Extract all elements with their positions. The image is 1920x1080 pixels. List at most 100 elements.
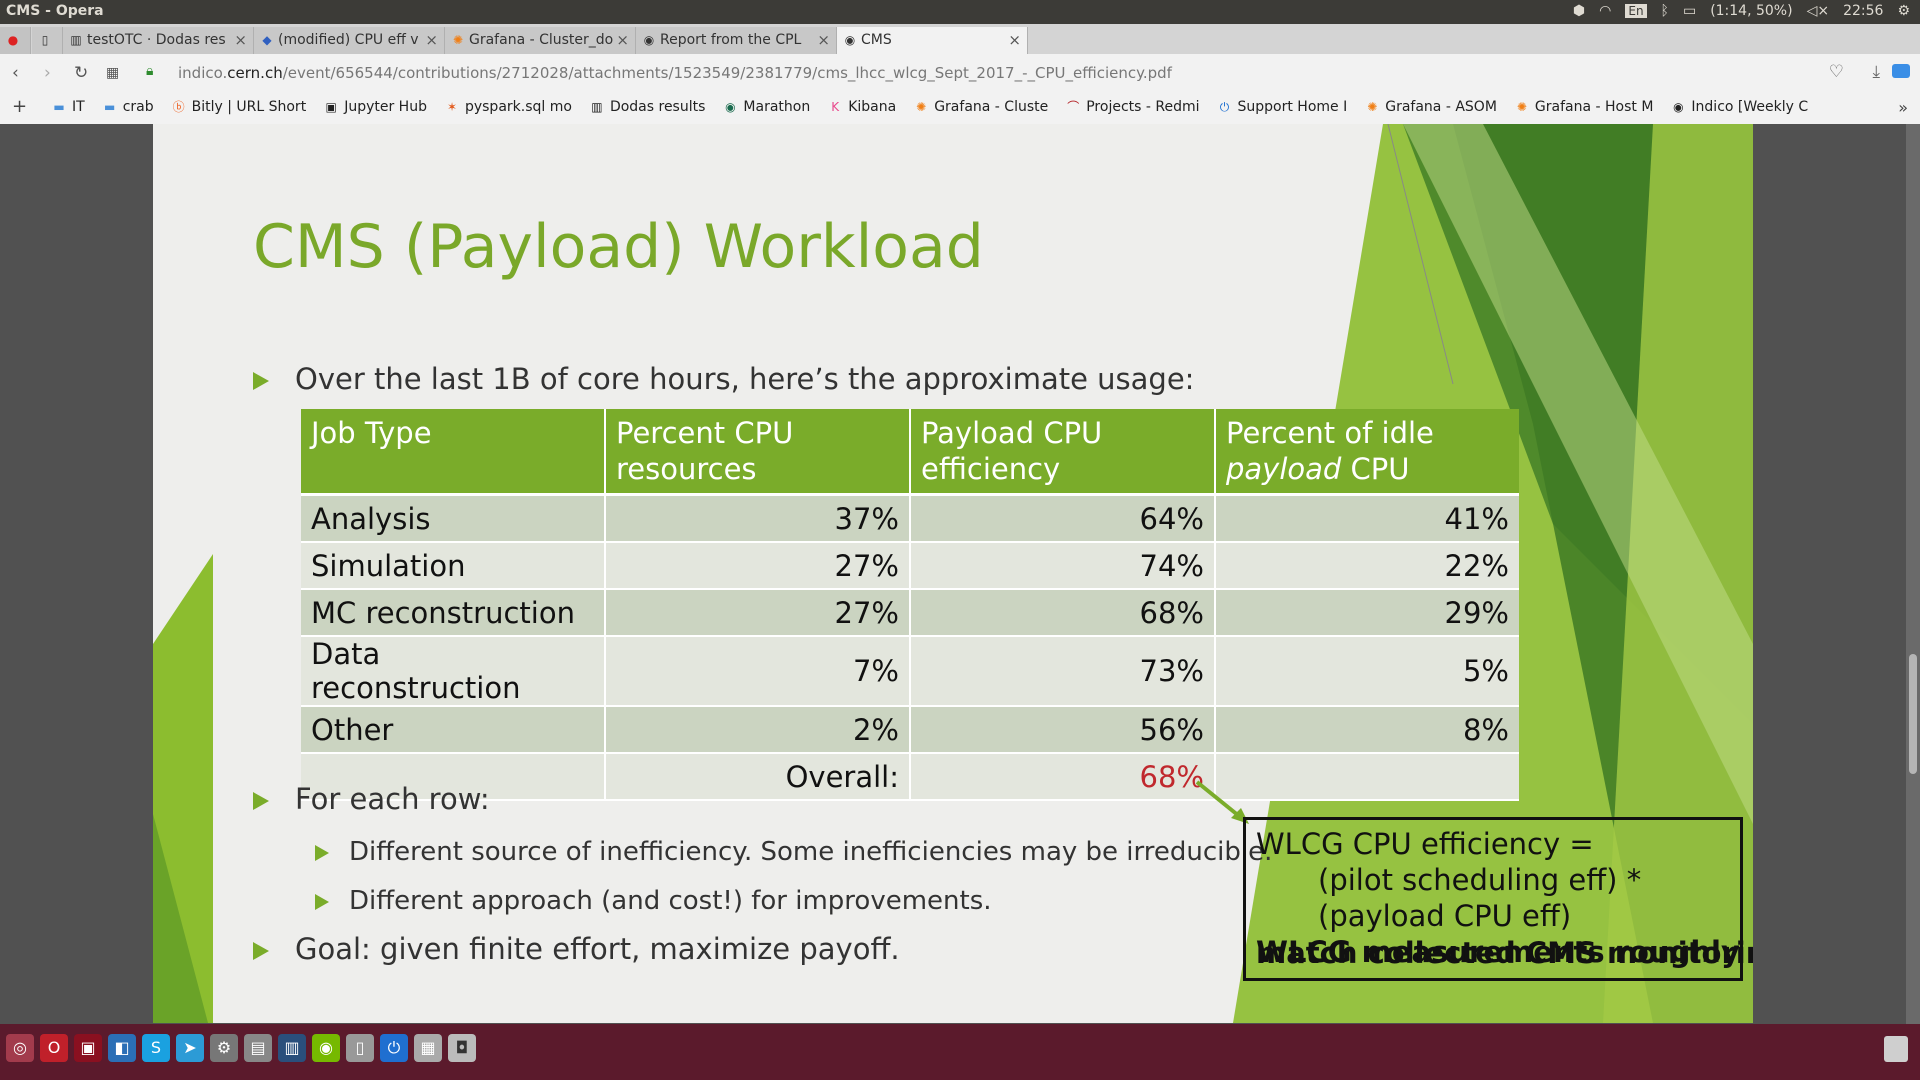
tab-cpu-eff[interactable]: ◆ (modified) CPU eff v × — [254, 27, 445, 54]
bookmark-bitly[interactable]: ⓑ Bitly | URL Short — [172, 99, 307, 115]
bookmark-grafana-host[interactable]: ✺ Grafana - Host M — [1515, 99, 1654, 115]
bookmark-label: Jupyter Hub — [344, 99, 427, 115]
back-icon[interactable]: ‹ — [12, 63, 19, 83]
bookmark-heart-icon[interactable]: ♡ — [1828, 62, 1844, 82]
tab-label: CMS — [861, 32, 892, 48]
url-field[interactable]: 🔒︎ indico.cern.ch/event/656544/contribut… — [140, 60, 1780, 86]
callout-line: (pilot scheduling eff) * — [1318, 863, 1642, 897]
bookmark-dodas[interactable]: ▥ Dodas results — [590, 99, 705, 115]
extension-icon[interactable] — [1892, 64, 1910, 78]
bookmark-grafana-cluster[interactable]: ✺ Grafana - Cluste — [914, 99, 1048, 115]
bookmark-grafana-asom[interactable]: ✺ Grafana - ASOM — [1365, 99, 1497, 115]
bookmark-label: Kibana — [848, 99, 897, 115]
system-tray: ⬢ ◠ En ᛒ ▭ (1:14, 50%) ◁× 22:56 ⚙ — [1573, 3, 1910, 19]
terminal-icon[interactable]: ▥ — [278, 1034, 306, 1062]
grafana-icon: ✺ — [1367, 100, 1378, 114]
bookmark-label: Marathon — [743, 99, 811, 115]
opera-icon: ● — [7, 33, 19, 47]
dropbox-icon[interactable]: ⬢ — [1572, 3, 1586, 19]
bookmark-label: Dodas results — [609, 99, 706, 115]
volume-icon[interactable]: ◁× — [1806, 3, 1830, 19]
add-bookmark-icon[interactable]: + — [12, 96, 28, 117]
table-header-row: Job Type Percent CPU resources Payload C… — [301, 409, 1519, 496]
more-bookmarks-icon[interactable]: » — [1898, 98, 1908, 117]
tab-label: (modified) CPU eff v — [278, 32, 419, 48]
nvidia-icon[interactable]: ◉ — [312, 1034, 340, 1062]
bullet-text: For each row: — [295, 782, 490, 816]
bluetooth-icon[interactable]: ᛒ — [1660, 3, 1669, 19]
archive-icon[interactable]: ▦ — [414, 1034, 442, 1062]
tab-label: testOTC · Dodas res — [87, 32, 226, 48]
app-icon[interactable]: ▣ — [74, 1034, 102, 1062]
pdf-viewer[interactable]: CMS (Payload) Workload Over the last 1B … — [0, 124, 1920, 1024]
bookmark-label: Support Home I — [1237, 99, 1348, 115]
idle-cpu-cell: 41% — [1215, 494, 1519, 543]
files-icon[interactable]: ▤ — [244, 1034, 272, 1062]
bullet-text: Different source of inefficiency. Some i… — [349, 837, 1273, 867]
battery-icon[interactable]: ▭ — [1682, 3, 1697, 19]
close-tab-icon[interactable]: × — [1008, 31, 1021, 49]
document-viewer-icon[interactable]: ▯ — [346, 1034, 374, 1062]
idle-cpu-cell: 22% — [1215, 542, 1519, 590]
cpu-efficiency-cell: 56% — [910, 706, 1216, 754]
redmine-icon: ⌒ — [1067, 100, 1080, 114]
opera-app-icon[interactable]: O — [40, 1034, 68, 1062]
bookmark-kibana[interactable]: K Kibana — [828, 99, 896, 115]
column-header: Percent of idle payload CPU — [1215, 409, 1519, 496]
download-icon[interactable]: ⤓ — [1872, 62, 1880, 82]
settings-app-icon[interactable]: ⚙ — [210, 1034, 238, 1062]
idle-cpu-cell: 29% — [1215, 589, 1519, 637]
bookmark-indico[interactable]: ◉ Indico [Weekly C — [1671, 99, 1808, 115]
bookmark-label: Grafana - ASOM — [1385, 99, 1497, 115]
bookmark-redmine[interactable]: ⌒ Projects - Redmi — [1066, 99, 1199, 115]
grafana-icon: ✺ — [916, 100, 927, 114]
bookmark-it[interactable]: ▬ IT — [52, 99, 84, 115]
ubuntu-launcher-icon[interactable]: ◎ — [6, 1034, 34, 1062]
pinned-tab[interactable]: ▯ — [32, 27, 63, 54]
bookmark-crab[interactable]: ▬ crab — [103, 99, 154, 115]
book-icon: ▥ — [70, 33, 82, 47]
wifi-icon[interactable]: ◠ — [1599, 3, 1612, 19]
speed-dial-icon[interactable]: ▦ — [106, 65, 120, 81]
bullet-each-row: For each row: — [253, 782, 490, 816]
close-tab-icon[interactable]: × — [616, 31, 629, 49]
cpu-resources-cell: 27% — [605, 542, 911, 590]
bookmark-label: pyspark.sql mo — [464, 99, 572, 115]
cpu-resources-cell: 27% — [605, 589, 911, 637]
close-tab-icon[interactable]: × — [817, 31, 830, 49]
keyboard-layout[interactable]: En — [1625, 4, 1647, 18]
trash-icon[interactable] — [1884, 1036, 1908, 1062]
tab-testotc[interactable]: ▥ testOTC · Dodas res × — [63, 27, 254, 54]
close-tab-icon[interactable]: × — [234, 31, 247, 49]
overall-value: 68% — [910, 753, 1216, 801]
clock[interactable]: 22:56 — [1843, 3, 1884, 19]
table-row: MC reconstruction 27% 68% 29% — [301, 589, 1519, 637]
vertical-scrollbar[interactable] — [1906, 124, 1920, 1024]
bookmark-label: Projects - Redmi — [1086, 99, 1200, 115]
callout-line: WLCG CPU efficiency = — [1256, 827, 1594, 861]
power-app-icon[interactable]: ⏻ — [380, 1034, 408, 1062]
battery-status[interactable]: (1:14, 50%) — [1710, 3, 1793, 19]
bookmark-pyspark[interactable]: ✶ pyspark.sql mo — [445, 99, 572, 115]
slide-title: CMS (Payload) Workload — [253, 212, 984, 282]
tab-report[interactable]: ◉ Report from the CPL × — [636, 27, 837, 54]
reload-icon[interactable]: ↻ — [74, 63, 89, 83]
settings-icon[interactable]: ⚙ — [1897, 3, 1910, 19]
close-tab-icon[interactable]: × — [425, 31, 438, 49]
folder-icon: ▬ — [53, 100, 65, 114]
telegram-icon[interactable]: ➤ — [176, 1034, 204, 1062]
screenshot-icon[interactable]: ◘ — [448, 1034, 476, 1062]
job-type-cell: Other — [301, 706, 606, 754]
forward-icon[interactable]: › — [44, 63, 51, 83]
url-text[interactable]: indico.cern.ch/event/656544/contribution… — [178, 64, 1172, 82]
bookmark-marathon[interactable]: ◉ Marathon — [723, 99, 810, 115]
bookmark-jupyter[interactable]: ▣ Jupyter Hub — [324, 99, 427, 115]
bookmark-support[interactable]: ⏻ Support Home I — [1218, 99, 1348, 115]
scrollbar-thumb[interactable] — [1909, 654, 1917, 774]
opera-menu-button[interactable]: ● — [0, 27, 31, 54]
vscode-icon[interactable]: ◧ — [108, 1034, 136, 1062]
tab-cms[interactable]: ◉ CMS × — [837, 27, 1028, 54]
skype-icon[interactable]: S — [142, 1034, 170, 1062]
tab-grafana[interactable]: ✺ Grafana - Cluster_do × — [445, 27, 636, 54]
bullet-text: Goal: given finite effort, maximize payo… — [295, 932, 900, 966]
